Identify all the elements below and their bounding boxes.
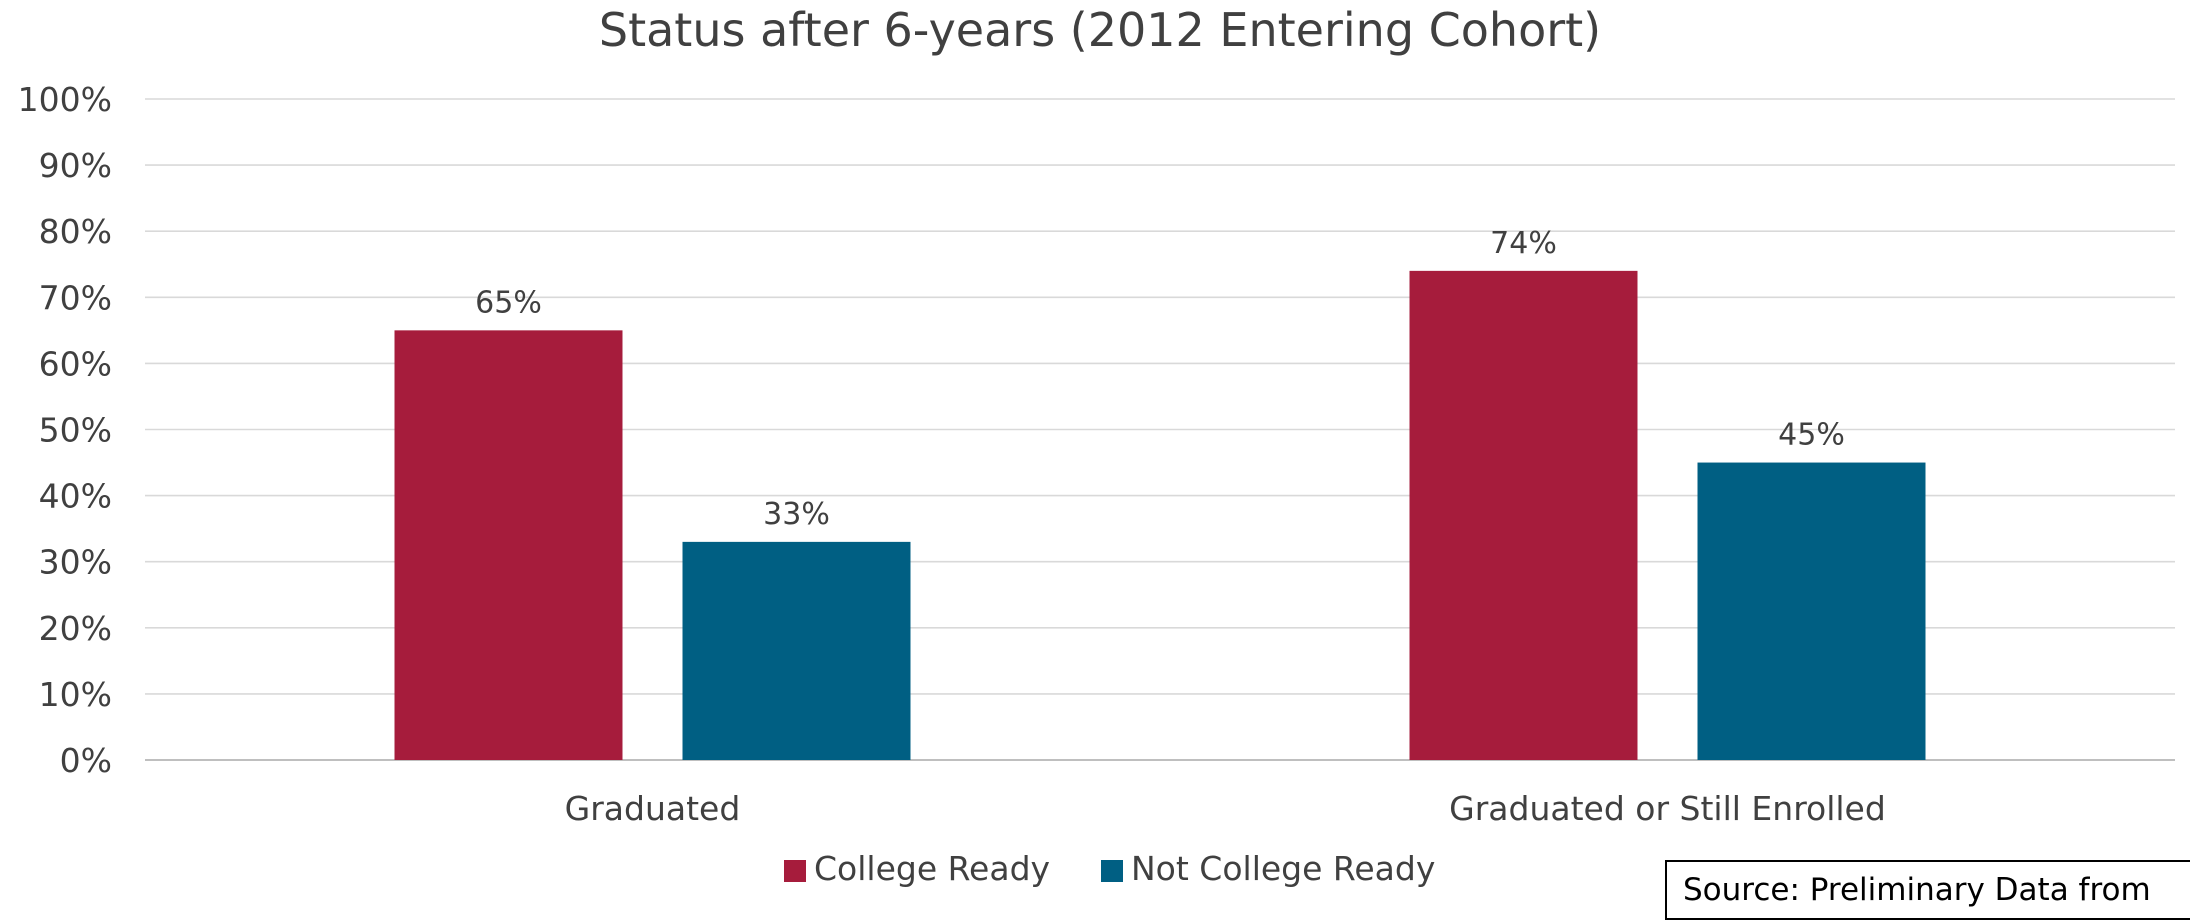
legend-label: College Ready [814, 849, 1050, 888]
x-tick-label: Graduated or Still Enrolled [1449, 789, 1886, 828]
y-tick-label: 80% [39, 212, 112, 251]
data-label: 74% [1490, 226, 1557, 261]
y-tick-label: 50% [39, 411, 112, 450]
bar-college-ready-0 [394, 330, 623, 760]
source-note-text: Source: Preliminary Data from [1683, 872, 2151, 908]
bar-college-ready-1 [1409, 270, 1638, 760]
chart-title: Status after 6-years (2012 Entering Coho… [599, 3, 1601, 57]
y-axis-tick-labels: 0% 10% 20% 30% 40% 50% 60% 70% 80% 90% 100% [18, 80, 112, 780]
y-tick-label: 90% [39, 146, 112, 185]
legend: College Ready Not College Ready [784, 849, 1435, 888]
y-tick-label: 0% [60, 741, 112, 780]
bar-not-college-ready-1 [1697, 462, 1926, 760]
bar-not-college-ready-0 [682, 541, 911, 760]
legend-swatch [1101, 860, 1123, 882]
y-tick-label: 40% [39, 477, 112, 516]
x-axis-tick-labels: Graduated Graduated or Still Enrolled [565, 789, 1886, 828]
data-label: 65% [475, 285, 542, 320]
y-tick-label: 60% [39, 344, 112, 383]
legend-label: Not College Ready [1131, 849, 1435, 888]
y-tick-label: 10% [39, 675, 112, 714]
chart-container: Status after 6-years (2012 Entering Coho… [18, 3, 2190, 920]
y-tick-label: 100% [18, 80, 112, 119]
y-tick-label: 20% [39, 609, 112, 648]
data-labels: 65% 33% 74% 45% [475, 226, 1845, 532]
y-tick-label: 30% [39, 543, 112, 582]
source-note: Source: Preliminary Data from [1665, 860, 2190, 920]
y-tick-label: 70% [39, 278, 112, 317]
x-tick-label: Graduated [565, 789, 741, 828]
data-label: 45% [1778, 418, 1845, 453]
data-label: 33% [763, 497, 830, 532]
bars [394, 270, 1926, 760]
legend-swatch [784, 860, 806, 882]
bar-chart: Status after 6-years (2012 Entering Coho… [18, 3, 2175, 888]
